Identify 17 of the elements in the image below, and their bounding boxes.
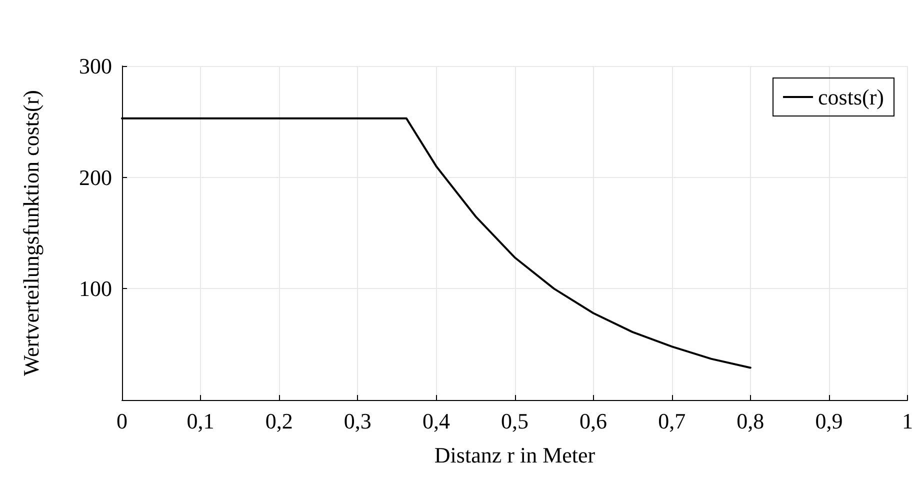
y-axis-title: Wertverteilungsfunktion costs(r): [18, 90, 44, 376]
legend-label: costs(r): [818, 84, 884, 110]
x-tick-label: 0,2: [265, 408, 293, 434]
x-tick-label: 0,6: [580, 408, 608, 434]
x-tick-label: 0,5: [501, 408, 528, 434]
x-tick-label: 0,8: [736, 408, 764, 434]
y-tick-label: 100: [79, 276, 112, 302]
x-tick-label: 0,4: [422, 408, 450, 434]
x-tick-label: 1: [902, 408, 913, 434]
x-axis-title: Distanz r in Meter: [434, 442, 596, 468]
x-tick-label: 0,9: [815, 408, 843, 434]
x-tick-label: 0,3: [344, 408, 372, 434]
x-tick-label: 0: [116, 408, 128, 434]
y-tick-label: 200: [79, 164, 112, 190]
y-tick-label: 300: [79, 54, 112, 78]
x-tick-label: 0,1: [186, 408, 214, 434]
x-tick-label: 0,7: [658, 408, 686, 434]
